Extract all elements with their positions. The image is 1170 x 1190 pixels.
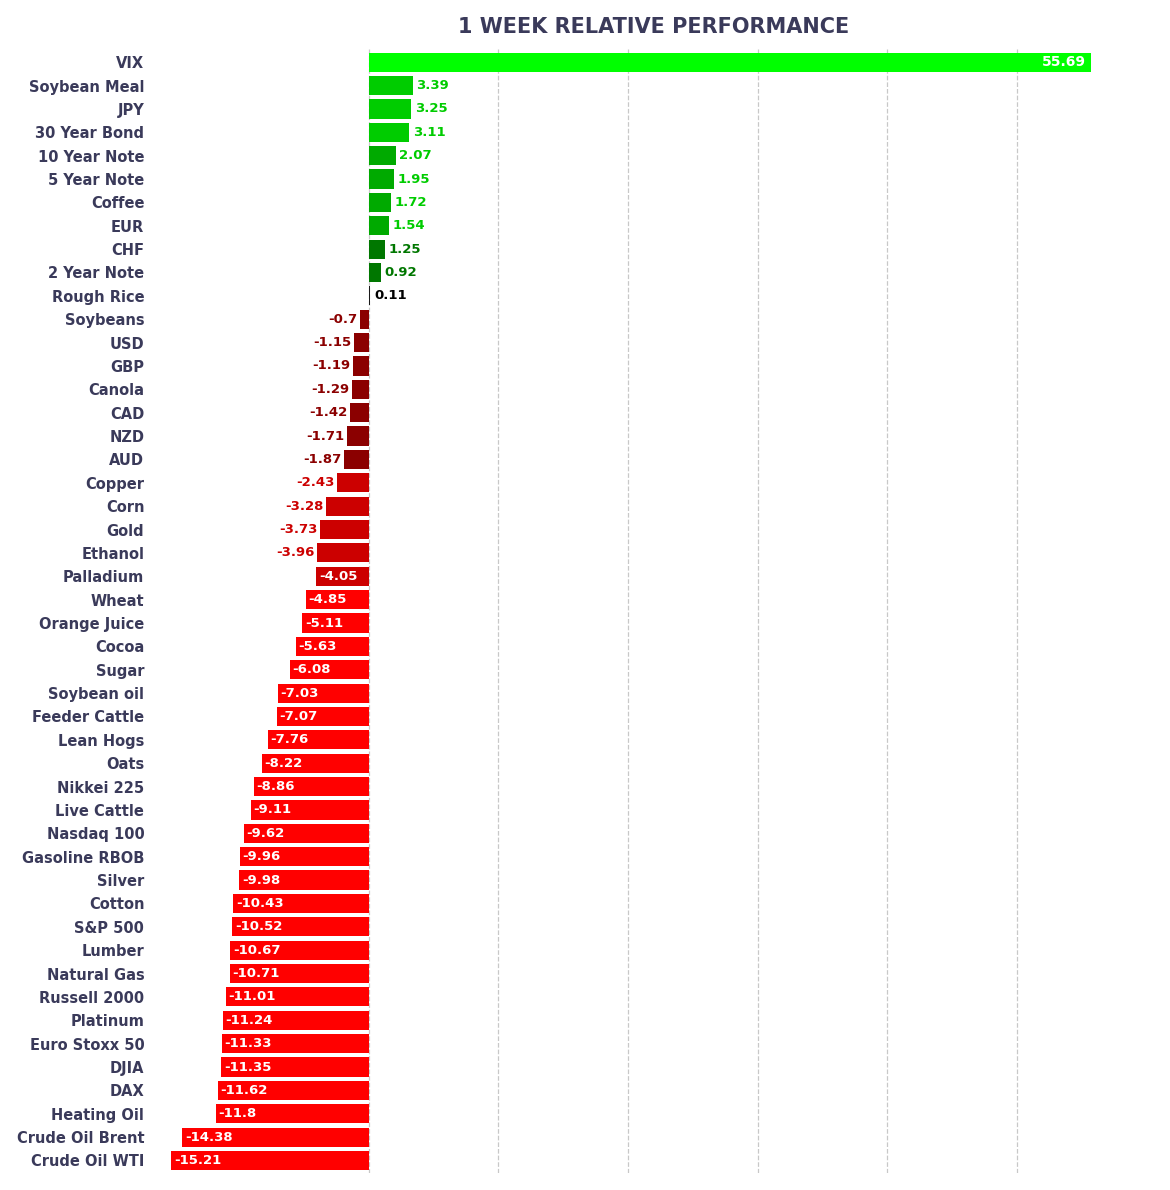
Text: -11.8: -11.8	[219, 1107, 256, 1120]
Text: -3.96: -3.96	[276, 546, 315, 559]
Bar	[326, 496, 369, 515]
Text: -3.73: -3.73	[280, 524, 318, 536]
Bar	[369, 76, 413, 95]
Bar	[277, 707, 369, 726]
Text: -9.98: -9.98	[242, 873, 280, 887]
Bar	[296, 637, 369, 656]
Bar	[350, 403, 369, 422]
Bar	[243, 823, 369, 843]
Text: -5.63: -5.63	[298, 640, 337, 653]
Bar	[240, 847, 369, 866]
Text: -8.22: -8.22	[264, 757, 303, 770]
Text: -5.11: -5.11	[305, 616, 343, 630]
Text: 1.72: 1.72	[395, 196, 427, 209]
Text: -1.71: -1.71	[305, 430, 344, 443]
Bar	[369, 52, 1090, 71]
Bar	[277, 683, 369, 703]
Text: -4.05: -4.05	[318, 570, 357, 583]
Text: -11.35: -11.35	[225, 1060, 271, 1073]
Text: -8.86: -8.86	[256, 781, 295, 793]
Text: 55.69: 55.69	[1041, 55, 1086, 69]
Bar	[346, 426, 369, 445]
Text: -11.01: -11.01	[228, 990, 276, 1003]
Text: 1.25: 1.25	[388, 243, 421, 256]
Bar	[183, 1128, 369, 1147]
Text: 1.54: 1.54	[393, 219, 425, 232]
Text: -11.33: -11.33	[225, 1038, 271, 1050]
Text: -7.03: -7.03	[280, 687, 318, 700]
Text: -9.62: -9.62	[247, 827, 284, 840]
Text: 0.11: 0.11	[374, 289, 407, 302]
Bar	[369, 217, 388, 236]
Bar	[337, 474, 369, 493]
Text: 0.92: 0.92	[385, 267, 418, 278]
Text: -11.24: -11.24	[226, 1014, 273, 1027]
Bar	[229, 964, 369, 983]
Bar	[302, 613, 369, 633]
Text: 3.11: 3.11	[413, 126, 446, 139]
Text: -10.52: -10.52	[235, 920, 282, 933]
Bar	[172, 1151, 369, 1170]
Bar	[317, 544, 369, 563]
Bar	[369, 239, 385, 258]
Text: -1.15: -1.15	[314, 336, 351, 349]
Text: -6.08: -6.08	[292, 663, 331, 676]
Bar	[369, 123, 410, 142]
Text: 2.07: 2.07	[399, 149, 432, 162]
Bar	[218, 1081, 369, 1100]
Text: 3.39: 3.39	[417, 79, 449, 92]
Bar	[290, 660, 369, 679]
Bar	[352, 380, 369, 399]
Text: -9.11: -9.11	[253, 803, 291, 816]
Text: -1.87: -1.87	[303, 453, 342, 466]
Text: -9.96: -9.96	[242, 850, 281, 863]
Bar	[353, 356, 369, 376]
Bar	[262, 753, 369, 772]
Bar	[221, 1058, 369, 1077]
Text: -7.76: -7.76	[270, 733, 309, 746]
Text: -10.67: -10.67	[233, 944, 281, 957]
Bar	[359, 309, 369, 328]
Text: 1.95: 1.95	[398, 173, 431, 186]
Bar	[369, 146, 395, 165]
Text: -15.21: -15.21	[174, 1154, 221, 1167]
Bar	[234, 894, 369, 913]
Bar	[353, 333, 369, 352]
Text: -10.43: -10.43	[236, 897, 283, 910]
Bar	[250, 801, 369, 820]
Title: 1 WEEK RELATIVE PERFORMANCE: 1 WEEK RELATIVE PERFORMANCE	[459, 17, 849, 37]
Text: -3.28: -3.28	[285, 500, 324, 513]
Text: -11.62: -11.62	[221, 1084, 268, 1097]
Bar	[240, 870, 369, 890]
Bar	[268, 731, 369, 750]
Text: -10.71: -10.71	[233, 967, 280, 981]
Bar	[369, 287, 370, 306]
Bar	[226, 988, 369, 1007]
Bar	[305, 590, 369, 609]
Bar	[344, 450, 369, 469]
Bar	[369, 99, 411, 119]
Bar	[254, 777, 369, 796]
Bar	[223, 1010, 369, 1029]
Text: -14.38: -14.38	[185, 1130, 233, 1144]
Text: -1.42: -1.42	[309, 406, 347, 419]
Text: -1.19: -1.19	[312, 359, 351, 372]
Bar	[230, 940, 369, 960]
Text: 3.25: 3.25	[414, 102, 447, 115]
Text: -7.07: -7.07	[280, 710, 318, 724]
Bar	[369, 193, 391, 212]
Text: -4.85: -4.85	[309, 593, 346, 606]
Bar	[316, 566, 369, 585]
Text: -0.7: -0.7	[328, 313, 357, 326]
Bar	[222, 1034, 369, 1053]
Bar	[369, 169, 394, 188]
Bar	[233, 917, 369, 937]
Text: -2.43: -2.43	[296, 476, 335, 489]
Text: -1.29: -1.29	[311, 383, 350, 396]
Bar	[321, 520, 369, 539]
Bar	[215, 1104, 369, 1123]
Bar	[369, 263, 380, 282]
